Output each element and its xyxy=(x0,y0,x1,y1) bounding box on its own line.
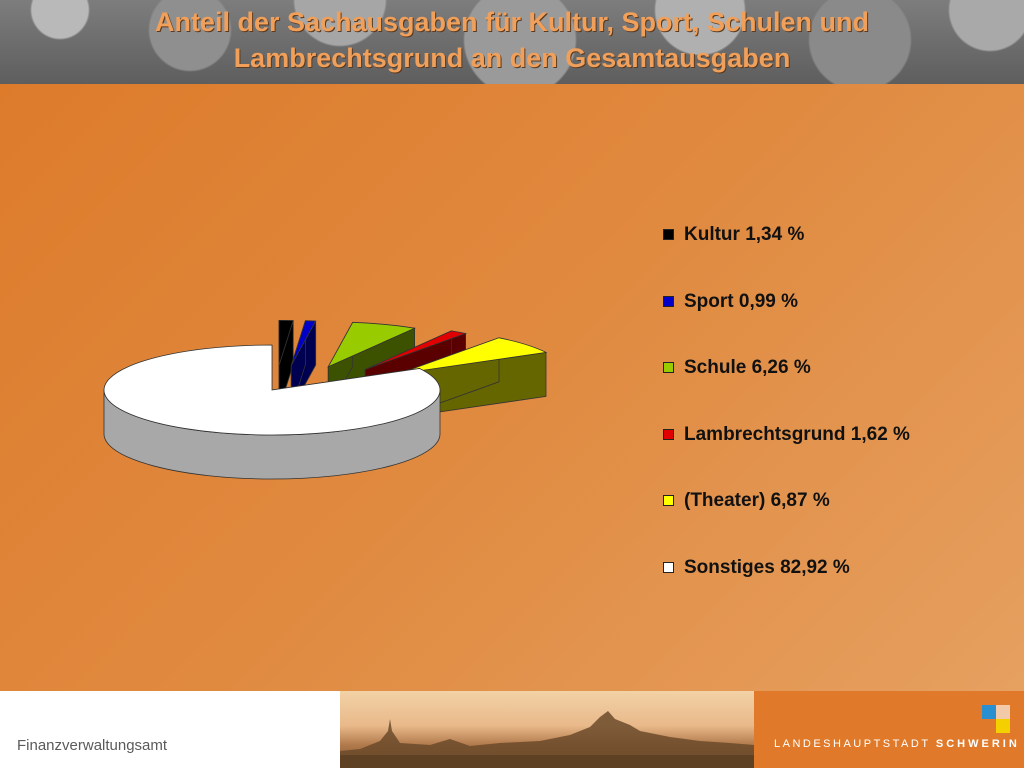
legend-swatch xyxy=(663,495,674,506)
legend-label: Kultur 1,34 % xyxy=(684,225,804,245)
city-photo xyxy=(340,691,754,768)
legend-label: Sport 0,99 % xyxy=(684,292,798,312)
legend-swatch xyxy=(663,296,674,307)
city-skyline-image xyxy=(340,691,754,768)
pie-chart xyxy=(0,84,640,691)
city-wordmark: LANDESHAUPTSTADT SCHWERIN xyxy=(774,738,1020,750)
legend-label: (Theater) 6,87 % xyxy=(684,491,830,511)
title-line-2: Lambrechtsgrund an den Gesamtausgaben xyxy=(0,40,1024,76)
legend-label: Schule 6,26 % xyxy=(684,358,811,378)
title-line-1: Anteil der Sachausgaben für Kultur, Spor… xyxy=(0,4,1024,40)
legend-swatch xyxy=(663,362,674,373)
legend-swatch xyxy=(663,562,674,573)
department-name: Finanzverwaltungsamt xyxy=(17,737,167,754)
footer: Finanzverwaltungsamt LANDESHAUPTSTADT SC… xyxy=(0,691,1024,768)
legend-swatch xyxy=(663,229,674,240)
schwerin-logo-icon xyxy=(982,705,1010,733)
legend-label: Lambrechtsgrund 1,62 % xyxy=(684,425,910,445)
footer-left-panel: Finanzverwaltungsamt xyxy=(0,691,340,768)
legend-label: Sonstiges 82,92 % xyxy=(684,558,850,578)
chart-area: Kultur 1,34 % Sport 0,99 % Schule 6,26 % La… xyxy=(0,84,1024,691)
city-prefix: LANDESHAUPTSTADT xyxy=(774,738,930,750)
city-branding: LANDESHAUPTSTADT SCHWERIN xyxy=(754,691,1024,768)
header-banner: Anteil der Sachausgaben für Kultur, Spor… xyxy=(0,0,1024,84)
page-title: Anteil der Sachausgaben für Kultur, Spor… xyxy=(0,4,1024,76)
city-name: SCHWERIN xyxy=(936,738,1020,750)
legend-swatch xyxy=(663,429,674,440)
